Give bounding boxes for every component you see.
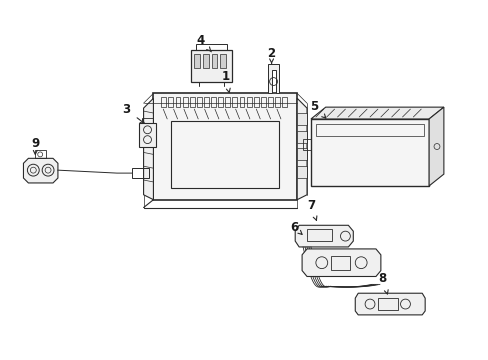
- Bar: [190, 50, 232, 82]
- Bar: [377, 298, 397, 310]
- Bar: [315, 124, 423, 136]
- Text: 3: 3: [122, 103, 144, 123]
- Bar: [260, 97, 265, 107]
- Bar: [282, 97, 286, 107]
- Bar: [330, 256, 349, 270]
- Text: 9: 9: [31, 137, 40, 154]
- Text: 1: 1: [221, 70, 230, 93]
- Bar: [297, 166, 306, 178]
- Bar: [232, 97, 237, 107]
- Text: 2: 2: [267, 48, 275, 63]
- Bar: [195, 44, 227, 50]
- Bar: [297, 113, 306, 125]
- Polygon shape: [295, 225, 352, 247]
- Polygon shape: [267, 64, 279, 93]
- Bar: [193, 54, 199, 68]
- Bar: [267, 97, 272, 107]
- Bar: [139, 123, 156, 147]
- Text: 5: 5: [309, 100, 325, 118]
- Bar: [131, 168, 149, 178]
- Polygon shape: [143, 98, 153, 200]
- Bar: [306, 229, 331, 241]
- Bar: [220, 54, 226, 68]
- Bar: [297, 131, 306, 143]
- Polygon shape: [310, 107, 443, 119]
- Bar: [35, 150, 46, 158]
- Bar: [161, 97, 166, 107]
- Polygon shape: [428, 107, 443, 186]
- Bar: [225, 97, 230, 107]
- Bar: [275, 97, 280, 107]
- Bar: [211, 97, 216, 107]
- Bar: [297, 148, 306, 160]
- Text: 8: 8: [378, 272, 387, 294]
- Bar: [218, 97, 223, 107]
- Bar: [246, 97, 251, 107]
- Polygon shape: [302, 249, 380, 276]
- Text: 6: 6: [289, 221, 302, 234]
- Bar: [239, 97, 244, 107]
- Polygon shape: [23, 158, 58, 183]
- Bar: [253, 97, 258, 107]
- Bar: [153, 93, 297, 200]
- Bar: [203, 97, 208, 107]
- Text: 7: 7: [306, 199, 316, 220]
- Bar: [211, 54, 217, 68]
- Text: 4: 4: [196, 34, 211, 52]
- Bar: [175, 97, 180, 107]
- Polygon shape: [355, 293, 424, 315]
- Polygon shape: [297, 98, 306, 200]
- Bar: [197, 97, 202, 107]
- Bar: [168, 97, 173, 107]
- Bar: [142, 118, 153, 123]
- Bar: [171, 121, 279, 188]
- Bar: [189, 97, 194, 107]
- Bar: [303, 139, 310, 150]
- Bar: [310, 119, 428, 186]
- Bar: [202, 54, 208, 68]
- Bar: [182, 97, 187, 107]
